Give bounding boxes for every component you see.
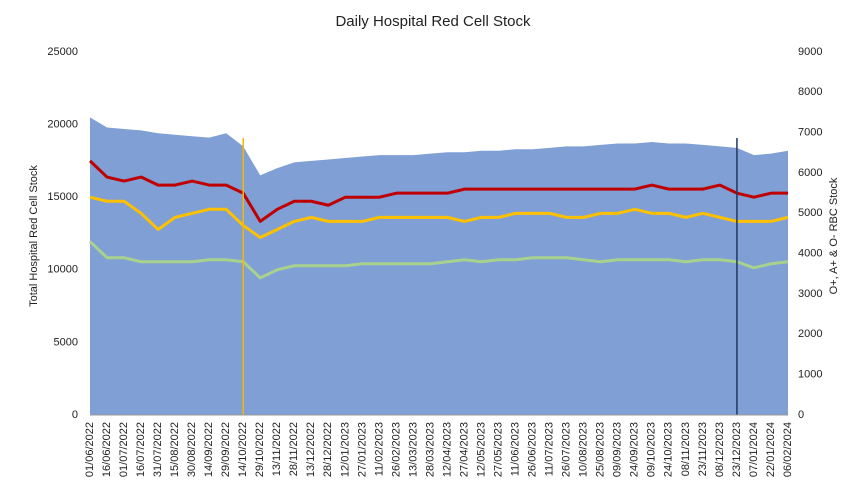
x-tick-label: 25/08/2023 bbox=[595, 422, 607, 477]
y2-tick-label: 3000 bbox=[798, 288, 822, 300]
x-tick-label: 12/01/2023 bbox=[339, 422, 351, 477]
x-tick-label: 14/10/2022 bbox=[237, 422, 249, 477]
chart-title: Daily Hospital Red Cell Stock bbox=[335, 13, 531, 30]
x-tick-label: 11/02/2023 bbox=[373, 422, 385, 476]
x-tick-label: 26/06/2023 bbox=[527, 422, 539, 477]
y-tick-label: 10000 bbox=[47, 264, 78, 276]
x-tick-label: 12/04/2023 bbox=[441, 422, 453, 477]
y2-tick-label: 1000 bbox=[798, 369, 822, 381]
y2-tick-label: 2000 bbox=[798, 328, 822, 340]
x-tick-label: 09/09/2023 bbox=[612, 422, 624, 477]
x-tick-label: 29/09/2022 bbox=[220, 422, 232, 477]
x-tick-label: 31/07/2022 bbox=[152, 422, 164, 477]
x-tick-label: 15/08/2022 bbox=[169, 422, 181, 477]
y-tick-label: 20000 bbox=[47, 119, 78, 131]
y2-tick-label: 6000 bbox=[798, 167, 822, 179]
x-tick-label: 29/10/2022 bbox=[254, 422, 266, 477]
x-tick-label: 01/06/2022 bbox=[84, 422, 96, 477]
y2-tick-label: 4000 bbox=[798, 248, 822, 260]
y2-tick-label: 7000 bbox=[798, 127, 822, 139]
x-tick-label: 28/03/2023 bbox=[424, 422, 436, 477]
area bbox=[90, 117, 788, 415]
y2-tick-label: 5000 bbox=[798, 207, 822, 219]
y2-tick-label: 8000 bbox=[798, 86, 822, 98]
x-tick-label: 16/07/2022 bbox=[135, 422, 147, 477]
x-tick-label: 09/10/2023 bbox=[646, 422, 658, 477]
x-tick-label: 12/05/2023 bbox=[475, 422, 487, 477]
y2-tick-label: 0 bbox=[798, 409, 804, 421]
y-axis-label: Total Hospital Red Cell Stock bbox=[28, 165, 40, 307]
x-tick-label: 13/11/2022 bbox=[271, 422, 283, 476]
x-tick-label: 01/07/2022 bbox=[118, 422, 130, 477]
x-tick-label: 24/09/2023 bbox=[629, 422, 641, 477]
y2-axis-label: O+, A+ & O- RBC Stock bbox=[828, 177, 840, 294]
y-tick-label: 25000 bbox=[47, 46, 78, 58]
x-tick-label: 06/02/2024 bbox=[782, 422, 794, 477]
x-tick-label: 11/07/2023 bbox=[544, 422, 556, 476]
y-tick-label: 15000 bbox=[47, 191, 78, 203]
y2-tick-label: 9000 bbox=[798, 46, 822, 58]
x-tick-label: 24/10/2023 bbox=[663, 422, 675, 477]
x-tick-label: 08/11/2023 bbox=[680, 422, 692, 476]
x-tick-label: 14/09/2022 bbox=[203, 422, 215, 477]
x-tick-label: 23/12/2023 bbox=[731, 422, 743, 477]
x-tick-label: 30/08/2022 bbox=[186, 422, 198, 477]
x-tick-label: 16/06/2022 bbox=[101, 422, 113, 477]
x-tick-label: 27/05/2023 bbox=[492, 422, 504, 477]
x-tick-label: 23/11/2023 bbox=[697, 422, 709, 476]
x-tick-label: 27/04/2023 bbox=[458, 422, 470, 477]
x-tick-label: 10/08/2023 bbox=[578, 422, 590, 477]
line bbox=[88, 159, 788, 223]
x-tick-label: 26/02/2023 bbox=[390, 422, 402, 477]
x-tick-label: 22/01/2024 bbox=[765, 422, 777, 477]
x-tick-label: 28/11/2022 bbox=[288, 422, 300, 476]
x-tick-label: 07/01/2024 bbox=[748, 422, 760, 477]
y-tick-label: 0 bbox=[72, 409, 78, 421]
x-tick-label: 11/06/2023 bbox=[510, 422, 522, 476]
x-tick-label: 13/12/2022 bbox=[305, 422, 317, 477]
x-tick-label: 08/12/2023 bbox=[714, 422, 726, 477]
x-tick-label: 26/07/2023 bbox=[561, 422, 573, 477]
line bbox=[89, 195, 789, 240]
y-tick-label: 5000 bbox=[54, 336, 78, 348]
x-tick-label: 13/03/2023 bbox=[407, 422, 419, 477]
x-tick-label: 28/12/2022 bbox=[322, 422, 334, 477]
x-tick-label: 27/01/2023 bbox=[356, 422, 368, 477]
line bbox=[88, 240, 789, 280]
